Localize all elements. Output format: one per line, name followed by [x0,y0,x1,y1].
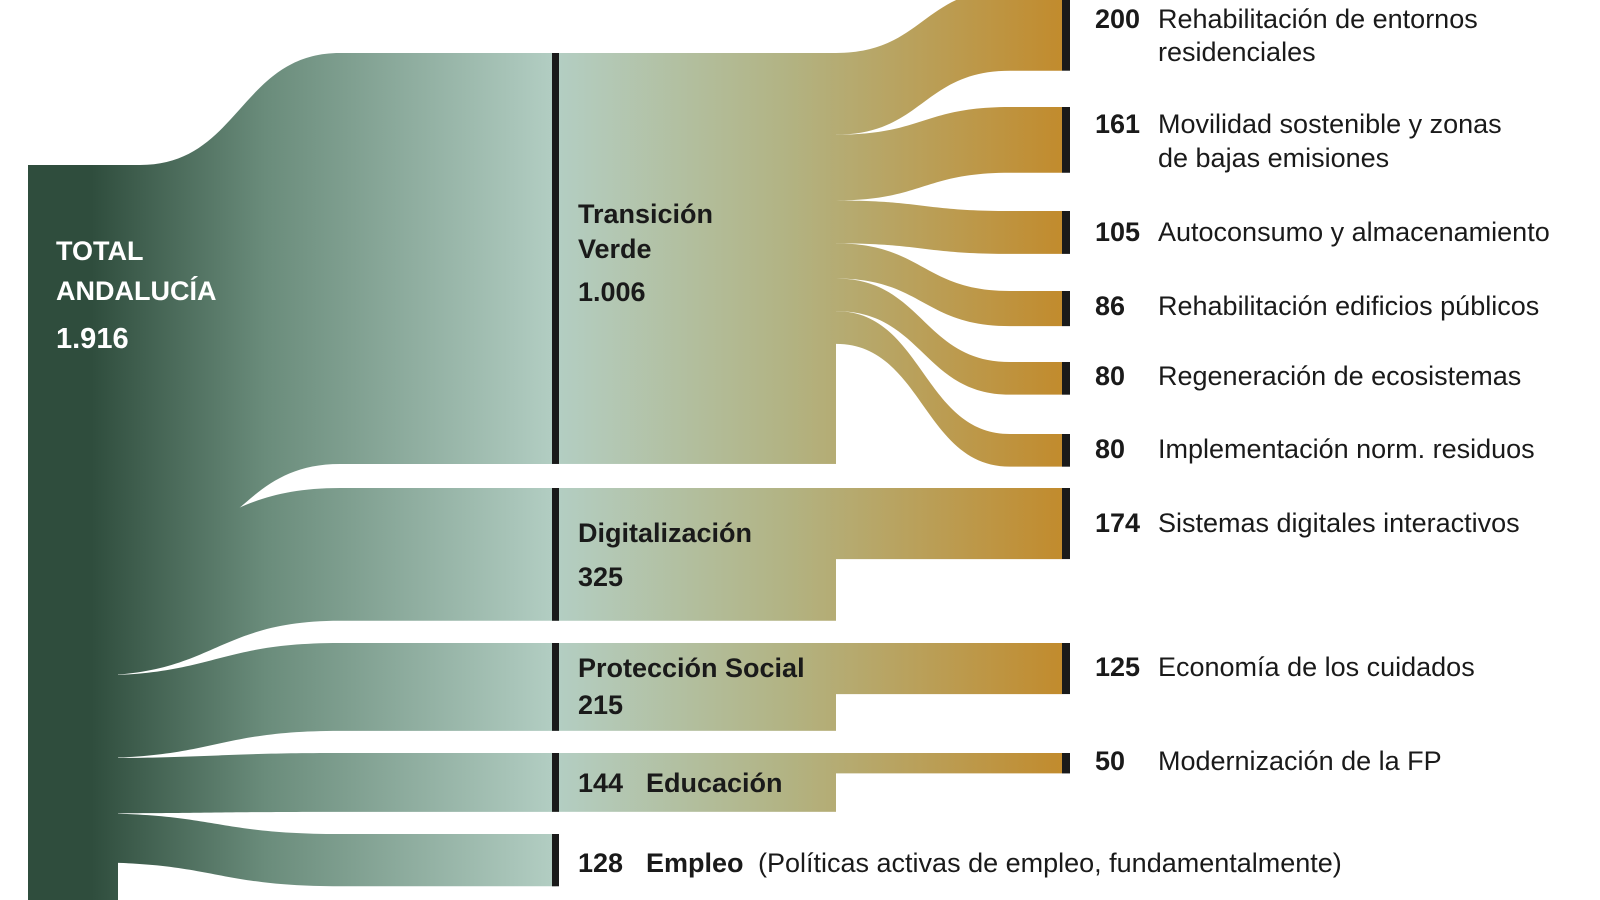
total-label-line1: TOTAL [56,236,144,266]
leaf-node-bar [1062,643,1070,695]
category-value-educacion: 144 [578,768,624,798]
category-node-body [556,488,836,621]
flow-educación [28,753,556,814]
category-value-digitalizacion: 325 [578,562,624,592]
total-label-line2: ANDALUCÍA [56,276,217,306]
flow-protección-social [28,643,556,759]
total-value: 1.916 [56,323,129,355]
flow-empleo [28,813,556,887]
leaf-flow [836,311,1062,467]
leaf-node-bar [1062,107,1070,173]
category-value-proteccion: 215 [578,690,624,720]
leaf-label: Autoconsumo y almacenamiento [1158,217,1550,247]
category-label-transicion-line2: Verde [578,234,652,264]
leaf-label: Sistemas digitales interactivos [1158,508,1520,538]
category-label-digitalizacion: Digitalización [578,518,753,548]
leaf-label: Movilidad sostenible y zonas [1158,109,1502,139]
leaf-value: 86 [1095,291,1126,321]
leaf-label: Modernización de la FP [1158,746,1442,776]
category-label-empleo: Empleo [646,848,744,878]
leaf-value: 125 [1095,652,1141,682]
leaf-label-line2: de bajas emisiones [1158,143,1390,173]
category-label-transicion: Transición [578,199,714,229]
category-node-bar [552,488,559,621]
category-node-bar [552,643,559,731]
leaf-label: Regeneración de ecosistemas [1158,361,1522,391]
leaf-value: 105 [1095,217,1141,247]
leaf-value: 80 [1095,361,1126,391]
category-node-body [556,753,836,812]
category-node-bar [552,834,559,887]
leaf-label: Rehabilitación de entornos [1158,4,1478,34]
category-label-proteccion: Protección Social [578,653,805,683]
leaf-label: Economía de los cuidados [1158,652,1475,682]
leaf-value: 200 [1095,4,1141,34]
category-node-body [556,643,836,731]
category-node-body [556,53,836,464]
leaf-node-bar [1062,434,1070,467]
leaf-flow [836,243,1062,327]
category-value-empleo: 128 [578,848,624,878]
category-node-bar [552,53,559,464]
leaf-flow [836,643,1062,695]
leaf-label: Implementación norm. residuos [1158,434,1535,464]
leaf-flow [836,0,1062,135]
leaf-node-bar [1062,0,1070,71]
leaf-value: 80 [1095,434,1126,464]
category-node-bar [552,753,559,812]
leaf-flow [836,753,1062,774]
leaf-node-bar [1062,362,1070,395]
leaf-value: 174 [1095,508,1141,538]
leaf-node-bar [1062,211,1070,254]
category-note-empleo: (Políticas activas de empleo, fundamenta… [758,848,1342,878]
leaf-flow [836,107,1062,201]
leaf-label: Rehabilitación edificios públicos [1158,291,1540,321]
leaf-node-bar [1062,488,1070,560]
flow-transición [28,53,556,551]
leaf-node-bar [1062,753,1070,774]
category-value-transicion: 1.006 [578,277,646,307]
leaf-value: 50 [1095,746,1126,776]
leaf-value: 161 [1095,109,1141,139]
flow-digitalización [28,488,556,676]
category-label-educacion: Educación [646,768,783,798]
leaf-node-bar [1062,291,1070,327]
leaf-flow [836,278,1062,395]
leaf-flow [836,488,1062,560]
leaf-label-line2: residenciales [1158,37,1316,67]
leaf-flow [836,200,1062,254]
